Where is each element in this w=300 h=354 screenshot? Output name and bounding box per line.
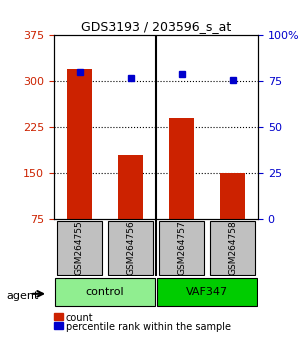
Text: agent: agent (6, 291, 38, 301)
Bar (169, 118, 194, 219)
Text: GSM264755: GSM264755 (75, 221, 84, 275)
FancyBboxPatch shape (210, 221, 256, 275)
Text: GSM264757: GSM264757 (177, 221, 186, 275)
Title: GDS3193 / 203596_s_at: GDS3193 / 203596_s_at (81, 20, 231, 33)
Text: control: control (86, 287, 124, 297)
Bar (220, 173, 245, 219)
FancyBboxPatch shape (159, 221, 205, 275)
Text: VAF347: VAF347 (186, 287, 228, 297)
Text: count: count (66, 313, 94, 323)
Text: GSM264756: GSM264756 (126, 221, 135, 275)
FancyBboxPatch shape (56, 221, 103, 275)
Text: percentile rank within the sample: percentile rank within the sample (66, 322, 231, 332)
FancyBboxPatch shape (108, 221, 154, 275)
Bar (67, 69, 92, 219)
FancyBboxPatch shape (55, 278, 155, 306)
FancyBboxPatch shape (157, 278, 257, 306)
Text: GSM264758: GSM264758 (228, 221, 237, 275)
Bar (118, 155, 143, 219)
